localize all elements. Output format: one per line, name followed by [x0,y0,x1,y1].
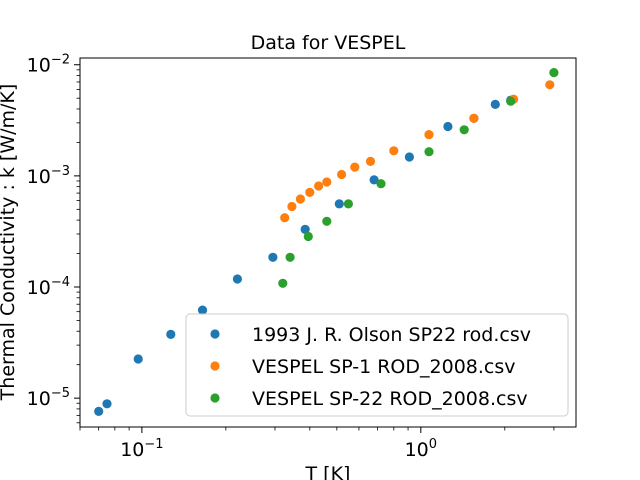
legend-frame [185,313,569,417]
data-point-s1-1 [287,201,297,212]
x-tick-label-1: 100 [405,437,437,461]
data-point-s0-3 [166,329,176,339]
legend: 1993 J. R. Olson SP22 rod.csv VESPEL SP-1… [185,313,569,417]
data-point-s1-2 [295,194,305,204]
data-point-s2-0 [278,278,288,288]
data-point-s0-9 [369,175,379,185]
legend-label-2: VESPEL SP-22 ROD_2008.csv [252,388,528,410]
axis-ticks: 10−1 100 10−5 10−4 10−3 10−2 [27,53,555,461]
data-point-s1-6 [337,169,347,180]
legend-label-0: 1993 J. R. Olson SP22 rod.csv [252,324,531,346]
data-point-s1-8 [365,156,376,166]
legend-marker-1 [210,361,220,371]
data-point-s0-11 [443,121,453,132]
y-tick-label-1: 10−4 [27,275,70,299]
data-point-s0-0 [94,406,104,416]
data-point-s0-4 [197,305,208,315]
data-point-s1-7 [350,162,360,172]
x-tick-label-0: 10−1 [120,437,163,461]
chart-title: Data for VESPEL [251,32,406,54]
data-point-s0-5 [232,274,242,284]
data-point-s1-5 [322,177,332,187]
x-axis-label: T [K] [305,463,351,480]
data-point-s0-1 [102,399,112,409]
legend-marker-2 [210,393,220,403]
data-point-s1-4 [314,181,324,191]
data-point-s0-2 [133,354,143,364]
data-point-s2-3 [322,216,332,226]
data-point-s1-11 [469,113,479,123]
y-tick-label-3: 10−2 [27,53,70,77]
data-point-s0-13 [490,99,500,109]
data-point-s2-4 [343,199,353,209]
plot-area [94,68,559,416]
legend-marker-0 [210,329,220,339]
data-point-s2-1 [285,252,295,262]
data-point-s2-5 [376,179,386,189]
data-point-s2-6 [424,147,434,157]
data-point-s1-13 [545,80,555,90]
y-tick-label-0: 10−5 [27,386,70,410]
data-point-s2-8 [506,96,516,106]
y-tick-label-2: 10−3 [27,164,70,188]
data-point-s1-9 [389,146,399,156]
data-point-s1-0 [280,213,290,223]
data-point-s0-6 [268,252,278,262]
data-point-s2-9 [549,68,559,78]
data-point-s1-3 [305,187,315,197]
data-point-s2-7 [459,125,469,135]
data-point-s0-10 [404,152,414,162]
axes-frame [79,57,577,428]
legend-label-1: VESPEL SP-1 ROD_2008.csv [252,356,516,378]
data-point-s0-8 [334,199,344,209]
data-point-s1-10 [424,130,434,140]
y-axis-label: Thermal Conductivity : k [W/m/K] [0,84,19,402]
data-point-s0-7 [300,224,310,234]
data-point-s2-2 [303,231,313,242]
